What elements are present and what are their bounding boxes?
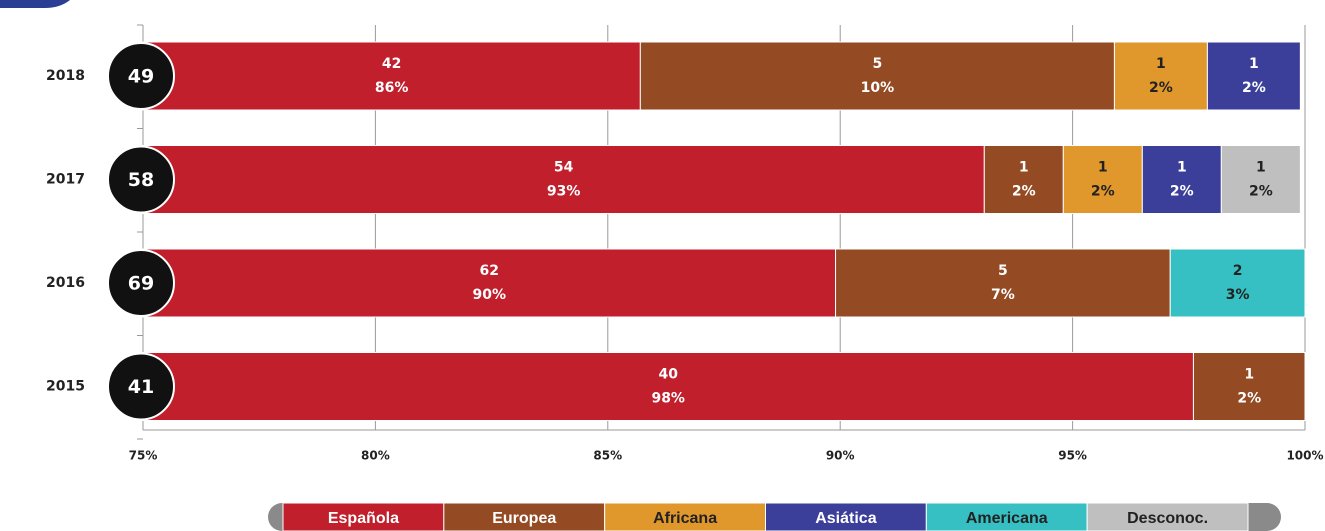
x-tick-label: 75% (129, 449, 158, 463)
bar-segment (142, 41, 641, 111)
segment-count: 1 (1244, 367, 1254, 383)
legend-swatch (443, 502, 606, 531)
legend-label: Desconoc. (1127, 510, 1208, 527)
bar-segment (1192, 352, 1306, 421)
y-tick-label: 2017 (46, 172, 85, 188)
total-badge (107, 42, 175, 110)
segment-count: 62 (480, 263, 499, 279)
segment-percent: 2% (1149, 80, 1173, 96)
x-tick-label: 90% (826, 449, 855, 463)
bar-segment (142, 248, 837, 318)
legend-label: Española (328, 510, 399, 527)
segment-count: 5 (873, 56, 883, 72)
legend-label: Europea (492, 510, 556, 527)
segment-percent: 2% (1091, 184, 1115, 200)
total-label: 49 (128, 66, 154, 88)
segment-count: 1 (1256, 160, 1266, 176)
segment-count: 40 (658, 367, 678, 383)
legend-swatch (1086, 502, 1249, 531)
x-tick-label: 95% (1058, 449, 1087, 463)
y-tick-label: 2018 (46, 68, 85, 84)
segment-percent: 2% (1237, 391, 1261, 407)
bar-segment (1113, 41, 1208, 111)
y-tick-label: 2016 (46, 275, 85, 291)
segment-percent: 10% (861, 80, 895, 96)
legend-label: Africana (653, 510, 717, 527)
bar-segment (983, 145, 1064, 214)
segment-count: 1 (1249, 56, 1259, 72)
segment-count: 54 (554, 160, 574, 176)
segment-count: 1 (1019, 160, 1029, 176)
x-tick-label: 80% (361, 449, 390, 463)
segment-count: 2 (1233, 263, 1243, 279)
bar-segment (142, 145, 985, 214)
segment-percent: 90% (473, 287, 507, 303)
total-label: 41 (128, 376, 154, 398)
bar-segment (1169, 248, 1306, 318)
bar-segment (1206, 41, 1301, 111)
segment-count: 1 (1098, 160, 1108, 176)
total-badge (107, 145, 175, 214)
bar-segment (1062, 145, 1143, 214)
bar-segment (142, 352, 1194, 421)
segment-percent: 98% (651, 391, 685, 407)
bar-segment (1141, 145, 1222, 214)
segment-percent: 2% (1170, 184, 1194, 200)
total-badge (107, 249, 175, 317)
y-tick-label: 2015 (46, 379, 85, 395)
total-badge (107, 352, 175, 421)
segment-percent: 3% (1226, 287, 1250, 303)
bar-segment (835, 248, 1171, 318)
bar-segment (639, 41, 1115, 111)
total-label: 69 (128, 273, 154, 295)
corner-tab (0, 0, 70, 8)
segment-percent: 2% (1012, 184, 1036, 200)
segment-count: 42 (382, 56, 401, 72)
legend-swatch (604, 502, 767, 531)
legend-label: Asiática (815, 510, 876, 527)
legend-swatch (925, 502, 1088, 531)
segment-percent: 2% (1242, 80, 1266, 96)
segment-percent: 7% (991, 287, 1015, 303)
segment-count: 1 (1177, 160, 1187, 176)
total-label: 58 (128, 169, 154, 191)
bar-segment (1220, 145, 1301, 214)
x-tick-label: 100% (1286, 449, 1323, 463)
segment-count: 1 (1156, 56, 1166, 72)
segment-percent: 2% (1249, 184, 1273, 200)
legend-label: Americana (966, 510, 1048, 527)
segment-percent: 93% (547, 184, 581, 200)
segment-percent: 86% (375, 80, 409, 96)
segment-count: 5 (998, 263, 1008, 279)
x-tick-label: 85% (593, 449, 622, 463)
